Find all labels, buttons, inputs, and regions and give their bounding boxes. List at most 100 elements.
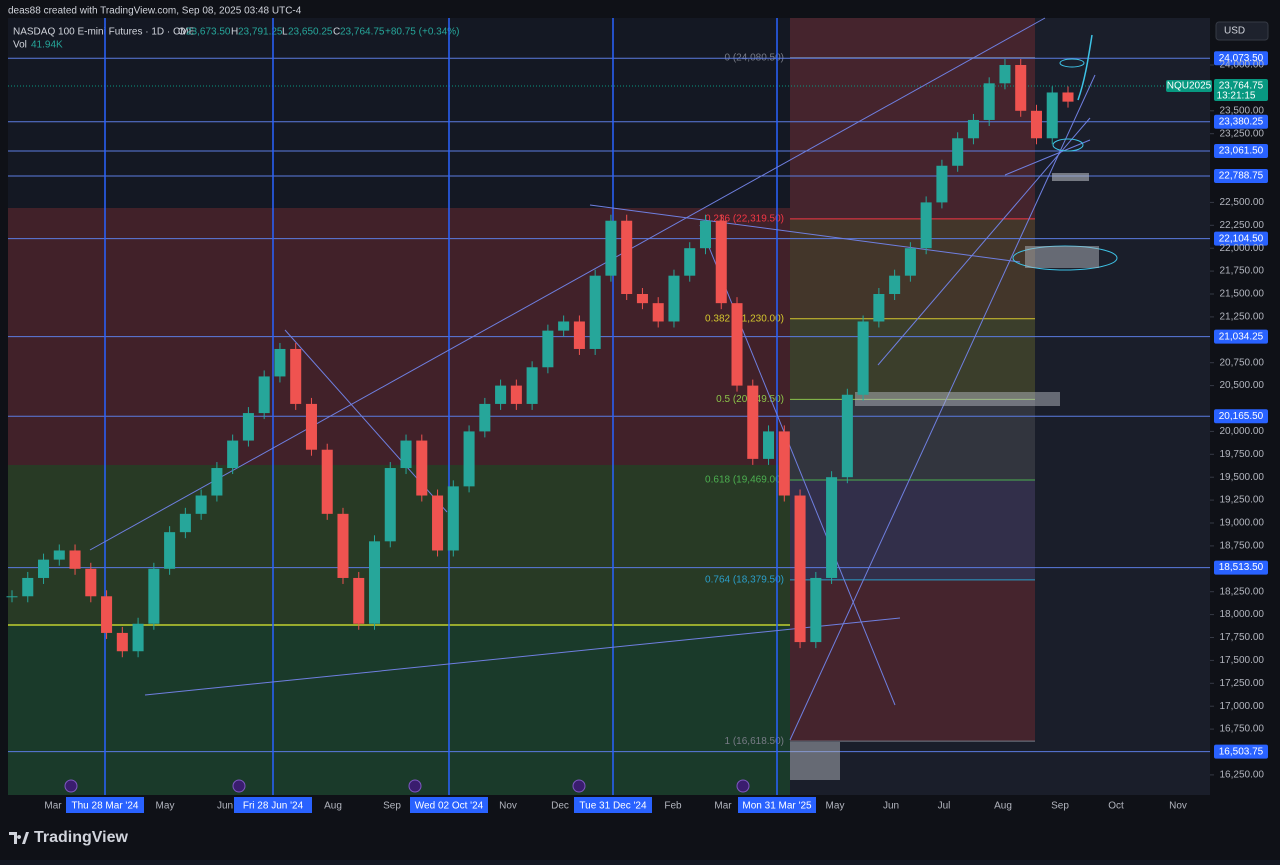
countdown: 13:21:15 [1217,91,1256,102]
fib-zone [790,18,1035,219]
level-tag [1214,51,1268,66]
price-tick-label: 23,500.00 [1220,105,1265,116]
price-tick-label: 16,250.00 [1220,770,1265,781]
price-tick-label: 18,000.00 [1220,609,1265,620]
candle [999,65,1011,84]
c-label: C [333,27,340,38]
fib-label: 1 (16,618.50) [725,736,785,747]
footer-bg [0,815,1280,860]
price-tick-label: 22,250.00 [1220,220,1265,231]
candle [258,376,270,414]
candle [463,431,475,487]
fib-zone [790,399,1035,481]
candle [69,550,81,569]
price-tick-label: 20,750.00 [1220,357,1265,368]
pen-stroke [1077,34,1093,101]
candle [715,220,727,304]
axes: 24,073.50 23,380.25 23,061.50 22,788.75 22,1… [44,51,1268,813]
event-icon [408,779,422,793]
event-icon [572,779,586,793]
candle [148,568,160,624]
candle [510,385,522,404]
price-tick-label: 22,000.00 [1220,243,1265,254]
price-tick-label: 19,500.00 [1220,472,1265,483]
zone [8,465,790,625]
box-drawing [855,392,1060,406]
candle [952,138,964,166]
date-tag [66,797,144,813]
trendline [789,74,1096,741]
candle [810,577,822,643]
fib-label: 0.382 (21,230.00) [705,313,784,324]
symbol-tag-label: NQU2025 [1167,81,1212,92]
fib-label: 0.236 (22,319.50) [705,214,784,225]
time-tick-label: Nov [499,801,517,812]
low: 23,650.25 [288,27,333,38]
trendline [89,17,1046,551]
trendline [1004,139,1091,176]
l-label: L [282,27,288,38]
level-tag-label: 23,380.25 [1219,116,1264,127]
level-tag [1214,168,1268,183]
trendline [144,617,901,696]
candle [621,220,633,294]
candle [305,403,317,450]
time-tick-label: Jun [217,801,233,812]
date-tag [410,797,488,813]
time-tick-label: Mon 31 Mar '25 [742,801,812,812]
candle [116,632,128,652]
box-drawing [1052,173,1089,181]
candle [873,294,885,322]
price-tick-label: 20,500.00 [1220,380,1265,391]
time-tick-label: Aug [324,801,342,812]
candle [495,385,507,404]
candle [1030,110,1042,139]
price-tick-label: 19,250.00 [1220,495,1265,506]
vol-label: Vol [13,40,27,51]
candle [573,321,585,349]
close: 23,764.75 [340,27,385,38]
level-tag-label: 22,104.50 [1219,233,1264,244]
fib-label: 0.618 (19,469.00) [705,475,784,486]
candle [38,559,50,578]
price-tick-label: 16,750.00 [1220,724,1265,735]
candle [526,367,538,404]
time-tick-label: Wed 02 Oct '24 [415,801,484,812]
candle [636,294,648,304]
price-tick-label: 22,500.00 [1220,197,1265,208]
candle [889,275,901,294]
box-drawing [790,742,840,780]
candle [668,275,680,322]
fib-label: 0 (24,080.50) [725,52,785,63]
candle [841,394,853,478]
candle [85,568,97,597]
candle [857,321,869,395]
circle-drawing [1052,138,1084,152]
date-tag [574,797,652,813]
price-tick-label: 24,000.00 [1220,60,1265,71]
currency-button[interactable] [1215,21,1269,41]
candle [353,577,365,624]
candle [542,330,554,368]
box-drawing [1025,246,1099,268]
currency[interactable]: USD [1224,26,1245,37]
candle [1046,92,1058,139]
high: 23,791.25 [238,27,283,38]
time-tick-label: Mar [44,801,62,812]
level-tag [1214,409,1268,424]
time-tick-label: Feb [664,801,682,812]
trendline [877,117,1091,366]
price-tick-label: 20,000.00 [1220,426,1265,437]
candle [211,468,223,496]
candle [101,596,113,633]
time-tick-label: Sep [1051,801,1069,812]
time-tick-label: Dec [551,801,569,812]
candle [589,275,601,349]
level-tag [1214,114,1268,129]
candle [479,403,491,432]
date-tag [234,797,312,813]
price-tick-label: 18,750.00 [1220,541,1265,552]
level-tag [1214,329,1268,344]
